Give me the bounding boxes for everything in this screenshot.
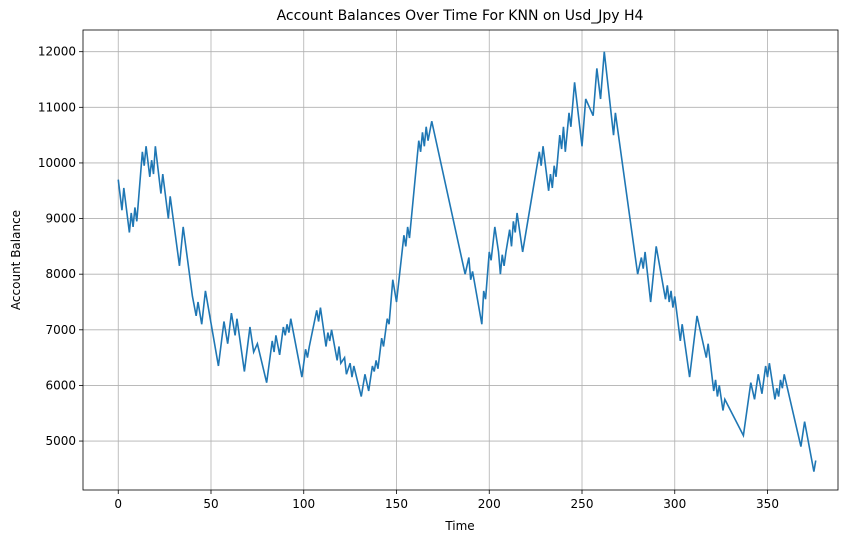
x-tick-label: 0 (114, 497, 122, 511)
y-tick-label: 10000 (38, 156, 76, 170)
x-tick-label: 100 (292, 497, 315, 511)
y-tick-label: 5000 (45, 434, 76, 448)
x-tick-label: 200 (478, 497, 501, 511)
x-axis-label: Time (444, 519, 474, 533)
x-tick-label: 150 (385, 497, 408, 511)
y-tick-label: 12000 (38, 45, 76, 59)
x-tick-label: 300 (663, 497, 686, 511)
x-tick-label: 250 (571, 497, 594, 511)
line-series (117, 51, 817, 472)
y-tick-label: 8000 (45, 267, 76, 281)
chart-title: Account Balances Over Time For KNN on Us… (277, 8, 644, 24)
y-tick-label: 7000 (45, 323, 76, 337)
plot-frame (82, 29, 839, 491)
y-axis-label: Account Balance (9, 210, 23, 310)
y-tick-label: 11000 (38, 100, 76, 114)
x-tick-label: 350 (756, 497, 779, 511)
y-tick-label: 6000 (45, 378, 76, 392)
y-tick-label: 9000 (45, 212, 76, 226)
x-tick-label: 50 (203, 497, 218, 511)
